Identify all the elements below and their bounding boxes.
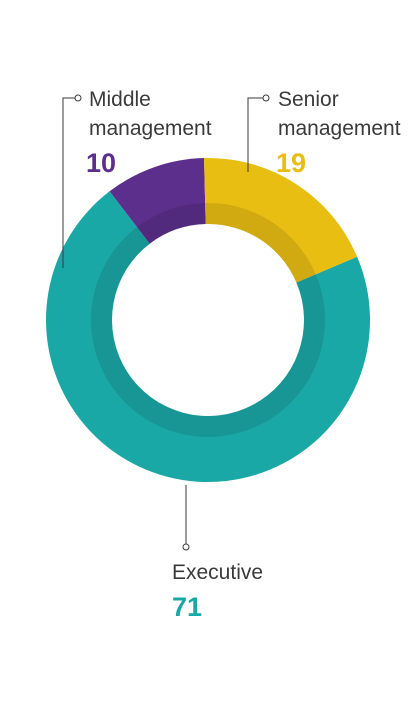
middle-label-line1: Middle [89, 88, 151, 111]
senior-label-line1: Senior [278, 88, 339, 111]
executive-value: 71 [172, 592, 203, 622]
senior-management-value: 19 [276, 148, 307, 178]
senior-management-slice [204, 158, 358, 283]
middle-management-label: Middle management [89, 85, 212, 143]
middle-label-line2: management [89, 117, 212, 140]
executive-slice [46, 191, 370, 483]
inner-shade-ring [91, 203, 325, 437]
middle-management-leader-dot [74, 94, 82, 102]
executive-label: Executive [172, 561, 264, 584]
senior-management-leader-dot [262, 94, 270, 102]
senior-label-line2: management [278, 117, 401, 140]
executive-leader-dot [182, 543, 190, 551]
senior-management-label: Senior management [278, 85, 401, 143]
middle-management-slice [109, 158, 206, 244]
middle-management-leader-line [62, 97, 78, 268]
senior-management-leader-line [247, 97, 266, 172]
middle-management-value: 10 [86, 148, 117, 178]
